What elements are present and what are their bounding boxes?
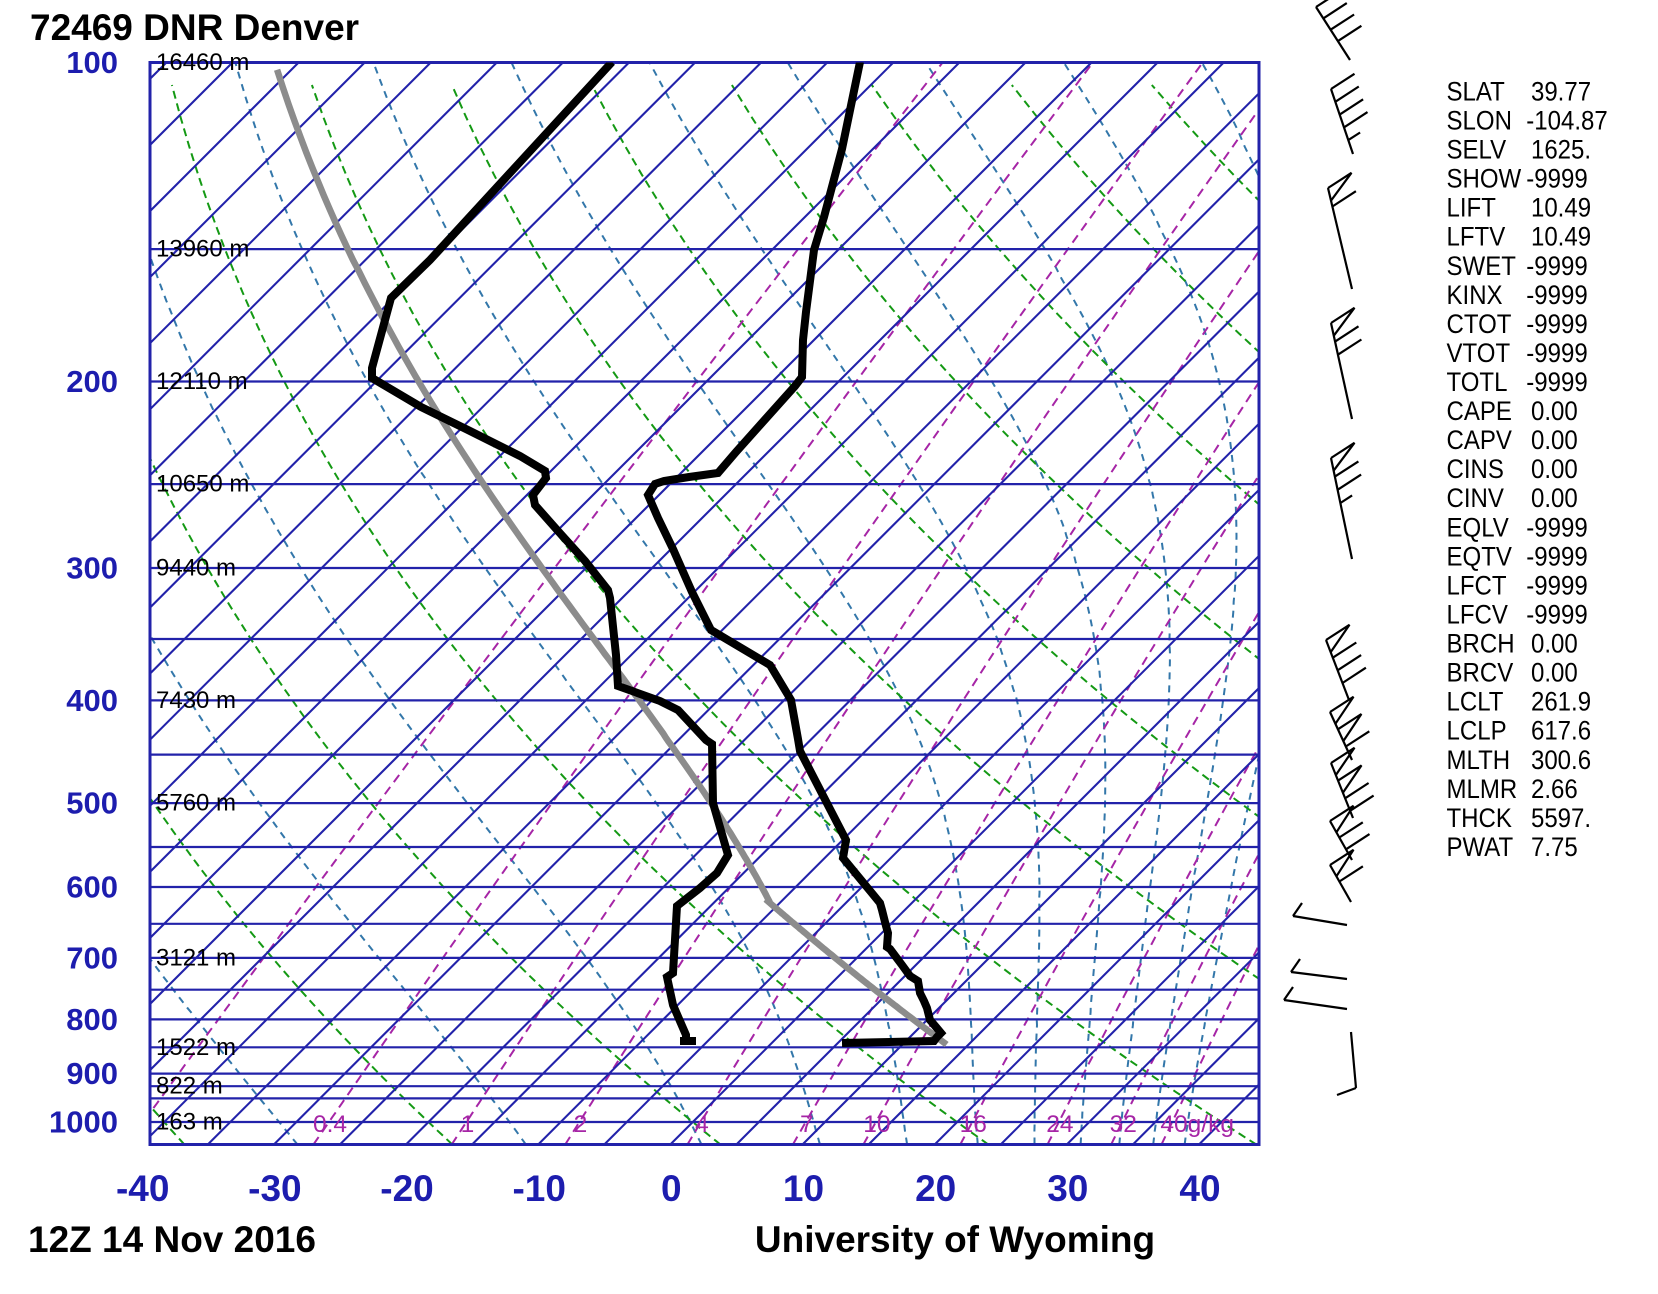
svg-text:MLMR: MLMR <box>1447 775 1518 805</box>
svg-text:0.4: 0.4 <box>313 1111 347 1138</box>
svg-text:-104.87: -104.87 <box>1526 106 1607 136</box>
svg-text:16: 16 <box>960 1111 987 1138</box>
svg-text:SELV: SELV <box>1447 135 1507 165</box>
svg-text:900: 900 <box>66 1056 118 1091</box>
svg-text:400: 400 <box>66 683 118 718</box>
svg-text:163 m: 163 m <box>156 1109 223 1136</box>
svg-text:BRCV: BRCV <box>1447 658 1514 688</box>
svg-text:-9999: -9999 <box>1526 164 1587 194</box>
svg-text:32: 32 <box>1110 1111 1137 1138</box>
svg-text:1625.: 1625. <box>1531 135 1591 165</box>
svg-text:LFCV: LFCV <box>1447 600 1508 630</box>
svg-text:700: 700 <box>66 940 118 975</box>
svg-text:7.75: 7.75 <box>1531 833 1578 863</box>
svg-text:-9999: -9999 <box>1526 281 1587 311</box>
svg-text:KINX: KINX <box>1447 281 1503 311</box>
svg-text:-9999: -9999 <box>1526 368 1587 398</box>
svg-text:617.6: 617.6 <box>1531 716 1591 746</box>
svg-text:LIFT: LIFT <box>1447 193 1497 223</box>
svg-text:SLON: SLON <box>1447 106 1512 136</box>
svg-text:1: 1 <box>461 1111 475 1138</box>
svg-text:13960 m: 13960 m <box>156 236 249 263</box>
svg-text:10.49: 10.49 <box>1531 193 1591 223</box>
svg-text:-9999: -9999 <box>1526 513 1587 543</box>
svg-text:1000: 1000 <box>49 1105 118 1140</box>
svg-text:0.00: 0.00 <box>1531 426 1578 456</box>
svg-text:SWET: SWET <box>1447 252 1517 282</box>
svg-text:-9999: -9999 <box>1526 252 1587 282</box>
svg-text:7430 m: 7430 m <box>156 687 236 714</box>
svg-text:LFTV: LFTV <box>1447 222 1506 252</box>
svg-text:2.66: 2.66 <box>1531 775 1578 805</box>
svg-text:CINV: CINV <box>1447 484 1504 514</box>
svg-text:20: 20 <box>915 1168 956 1209</box>
svg-text:THCK: THCK <box>1447 804 1512 834</box>
svg-text:CINS: CINS <box>1447 455 1504 485</box>
svg-text:-9999: -9999 <box>1526 339 1587 369</box>
svg-text:-9999: -9999 <box>1526 310 1587 340</box>
svg-text:-10: -10 <box>512 1168 565 1209</box>
svg-text:0.00: 0.00 <box>1531 455 1578 485</box>
svg-text:MLTH: MLTH <box>1447 746 1511 776</box>
svg-text:4: 4 <box>695 1111 709 1138</box>
svg-text:LFCT: LFCT <box>1447 571 1507 601</box>
svg-text:-30: -30 <box>248 1168 301 1209</box>
svg-text:-9999: -9999 <box>1526 600 1587 630</box>
svg-text:1522 m: 1522 m <box>156 1034 236 1061</box>
svg-text:39.77: 39.77 <box>1531 77 1591 107</box>
svg-text:3121 m: 3121 m <box>156 944 236 971</box>
svg-text:-40: -40 <box>116 1168 169 1209</box>
svg-text:CTOT: CTOT <box>1447 310 1512 340</box>
svg-text:30: 30 <box>1047 1168 1088 1209</box>
svg-text:10.49: 10.49 <box>1531 222 1591 252</box>
svg-text:0: 0 <box>661 1168 682 1209</box>
svg-text:10: 10 <box>783 1168 824 1209</box>
svg-text:200: 200 <box>66 364 118 399</box>
svg-text:0.00: 0.00 <box>1531 397 1578 427</box>
svg-text:100: 100 <box>66 45 118 80</box>
svg-text:40g/kg: 40g/kg <box>1160 1111 1234 1138</box>
svg-text:300.6: 300.6 <box>1531 746 1591 776</box>
svg-text:5760 m: 5760 m <box>156 790 236 817</box>
svg-text:2: 2 <box>574 1111 588 1138</box>
svg-text:TOTL: TOTL <box>1447 368 1508 398</box>
svg-text:BRCH: BRCH <box>1447 629 1515 659</box>
svg-text:LCLP: LCLP <box>1447 716 1507 746</box>
svg-text:-9999: -9999 <box>1526 542 1587 572</box>
svg-text:800: 800 <box>66 1002 118 1037</box>
svg-text:0.00: 0.00 <box>1531 484 1578 514</box>
svg-text:LCLT: LCLT <box>1447 687 1504 717</box>
svg-text:PWAT: PWAT <box>1447 833 1514 863</box>
svg-text:261.9: 261.9 <box>1531 687 1591 717</box>
svg-text:5597.: 5597. <box>1531 804 1591 834</box>
svg-text:SLAT: SLAT <box>1447 77 1506 107</box>
svg-text:-20: -20 <box>380 1168 433 1209</box>
svg-text:0.00: 0.00 <box>1531 658 1578 688</box>
svg-text:CAPV: CAPV <box>1447 426 1512 456</box>
svg-text:-9999: -9999 <box>1526 571 1587 601</box>
svg-text:0.00: 0.00 <box>1531 629 1578 659</box>
svg-text:300: 300 <box>66 551 118 586</box>
svg-text:24: 24 <box>1046 1111 1073 1138</box>
svg-text:72469 DNR Denver: 72469 DNR Denver <box>30 7 359 48</box>
svg-text:University of Wyoming: University of Wyoming <box>755 1219 1155 1260</box>
svg-text:12110 m: 12110 m <box>156 368 248 395</box>
svg-text:7: 7 <box>800 1111 814 1138</box>
svg-text:10: 10 <box>863 1111 890 1138</box>
svg-text:CAPE: CAPE <box>1447 397 1512 427</box>
svg-text:VTOT: VTOT <box>1447 339 1511 369</box>
svg-text:500: 500 <box>66 786 118 821</box>
svg-text:600: 600 <box>66 870 118 905</box>
svg-text:12Z 14 Nov 2016: 12Z 14 Nov 2016 <box>28 1219 316 1260</box>
svg-text:10650 m: 10650 m <box>156 471 249 498</box>
svg-text:EQTV: EQTV <box>1447 542 1512 572</box>
svg-text:822 m: 822 m <box>156 1073 223 1100</box>
svg-text:SHOW: SHOW <box>1447 164 1523 194</box>
svg-text:16460 m: 16460 m <box>156 49 249 76</box>
svg-text:9440 m: 9440 m <box>156 555 236 582</box>
svg-text:EQLV: EQLV <box>1447 513 1509 543</box>
svg-text:40: 40 <box>1179 1168 1220 1209</box>
